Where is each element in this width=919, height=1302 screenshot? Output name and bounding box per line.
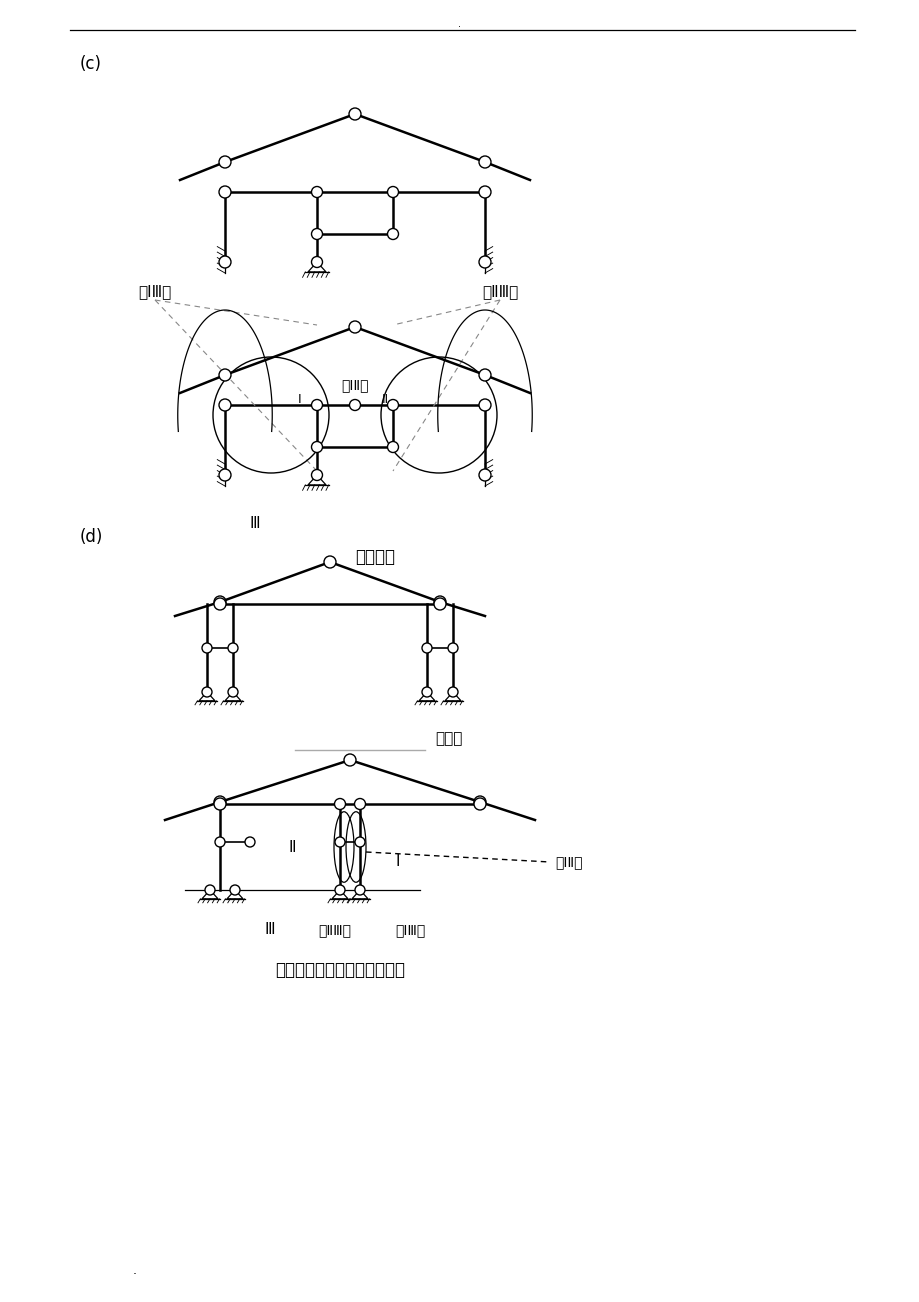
Text: 二元杆: 二元杆 [435, 732, 462, 746]
Text: Ⅱ: Ⅱ [381, 393, 388, 406]
Text: 有一个多余约束的几何不变体: 有一个多余约束的几何不变体 [275, 961, 404, 979]
Text: Ⅰ: Ⅰ [298, 393, 301, 406]
Circle shape [355, 837, 365, 848]
Circle shape [387, 228, 398, 240]
Circle shape [312, 400, 323, 410]
Circle shape [214, 596, 226, 608]
Circle shape [473, 796, 485, 809]
Text: Ⅱ: Ⅱ [288, 840, 295, 854]
Circle shape [323, 556, 335, 568]
Circle shape [312, 186, 323, 198]
Text: 几何不变: 几何不变 [355, 548, 394, 566]
Text: （ⅠⅡ）: （ⅠⅡ） [341, 378, 369, 392]
Circle shape [230, 885, 240, 894]
Text: （ⅡⅢ）: （ⅡⅢ） [482, 285, 517, 299]
Circle shape [312, 441, 323, 453]
Circle shape [214, 598, 226, 611]
Circle shape [219, 156, 231, 168]
Circle shape [349, 400, 360, 410]
Circle shape [448, 687, 458, 697]
Circle shape [219, 186, 231, 198]
Circle shape [354, 798, 365, 810]
Text: (d): (d) [80, 529, 103, 546]
Circle shape [205, 885, 215, 894]
Circle shape [348, 322, 360, 333]
Text: （ⅠⅢ）: （ⅠⅢ） [394, 923, 425, 937]
Circle shape [219, 368, 231, 381]
Text: .: . [458, 20, 461, 29]
Circle shape [355, 885, 365, 894]
Circle shape [335, 798, 346, 810]
Text: Ⅰ: Ⅰ [395, 854, 400, 870]
Circle shape [335, 837, 345, 848]
Circle shape [219, 469, 231, 480]
Circle shape [387, 186, 398, 198]
Text: Ⅲ: Ⅲ [265, 923, 275, 937]
Text: Ⅲ: Ⅲ [249, 516, 260, 530]
Circle shape [312, 228, 323, 240]
Text: （ⅠⅢ）: （ⅠⅢ） [138, 285, 172, 299]
Circle shape [473, 798, 485, 810]
Circle shape [479, 156, 491, 168]
Circle shape [448, 643, 458, 654]
Circle shape [479, 398, 491, 411]
Circle shape [202, 687, 211, 697]
Text: (c): (c) [80, 55, 102, 73]
Circle shape [434, 598, 446, 611]
Circle shape [344, 754, 356, 766]
Circle shape [202, 643, 211, 654]
Circle shape [219, 398, 231, 411]
Circle shape [348, 108, 360, 120]
Circle shape [387, 400, 398, 410]
Circle shape [335, 885, 345, 894]
Circle shape [215, 837, 225, 848]
Circle shape [479, 186, 491, 198]
Circle shape [244, 837, 255, 848]
Circle shape [434, 596, 446, 608]
Circle shape [479, 368, 491, 381]
Text: .: . [133, 1263, 137, 1276]
Circle shape [422, 643, 432, 654]
Circle shape [214, 798, 226, 810]
Circle shape [387, 441, 398, 453]
Circle shape [219, 256, 231, 268]
Circle shape [228, 643, 238, 654]
Circle shape [422, 687, 432, 697]
Text: （ⅠⅡ）: （ⅠⅡ） [554, 855, 582, 868]
Circle shape [228, 687, 238, 697]
Circle shape [214, 796, 226, 809]
Circle shape [312, 256, 323, 267]
Circle shape [479, 469, 491, 480]
Text: （ⅡⅢ）: （ⅡⅢ） [318, 923, 351, 937]
Circle shape [479, 256, 491, 268]
Circle shape [312, 470, 323, 480]
